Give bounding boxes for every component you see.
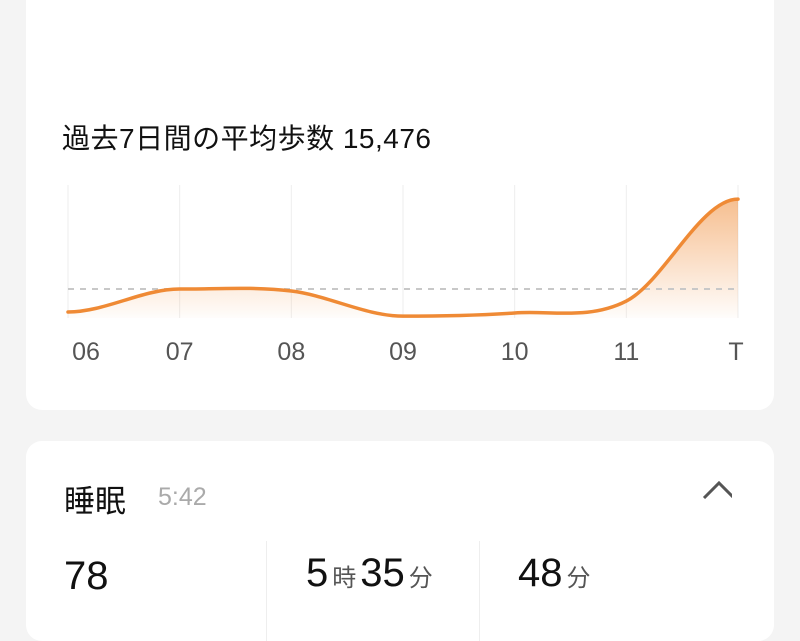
x-tick-label: 08 [277,338,305,366]
x-tick-label: T [728,338,743,366]
minutes-value: 35 [360,551,405,595]
area-fill [68,199,738,318]
sleep-third-stat: 48 分 [518,551,595,596]
x-tick-label: 10 [501,338,529,366]
divider [266,541,267,641]
average-steps-label: 過去7日間の平均歩数 15,476 [62,123,432,154]
x-tick-label: 11 [613,338,639,366]
x-tick-label: 07 [166,338,194,366]
sleep-score: 78 [64,554,109,598]
sleep-card[interactable]: 睡眠 5:42 78 5 時 35 分 48 分 [26,441,774,641]
x-tick-label: 09 [389,338,417,366]
hours-value: 5 [306,551,329,595]
minutes-unit: 分 [408,565,433,592]
sleep-time: 5:42 [158,483,207,511]
divider [479,541,480,641]
sleep-duration: 5 時 35 分 [306,551,437,596]
steps-card [26,0,774,410]
third-value: 48 [518,551,563,595]
sleep-title: 睡眠 [64,484,126,519]
third-unit: 分 [566,565,591,592]
chevron-up-icon[interactable] [702,479,732,499]
hours-unit: 時 [332,565,357,592]
steps-chart: 06 07 08 09 10 11 T [66,185,744,366]
series-line [66,197,740,318]
x-tick-label: 06 [72,338,100,366]
